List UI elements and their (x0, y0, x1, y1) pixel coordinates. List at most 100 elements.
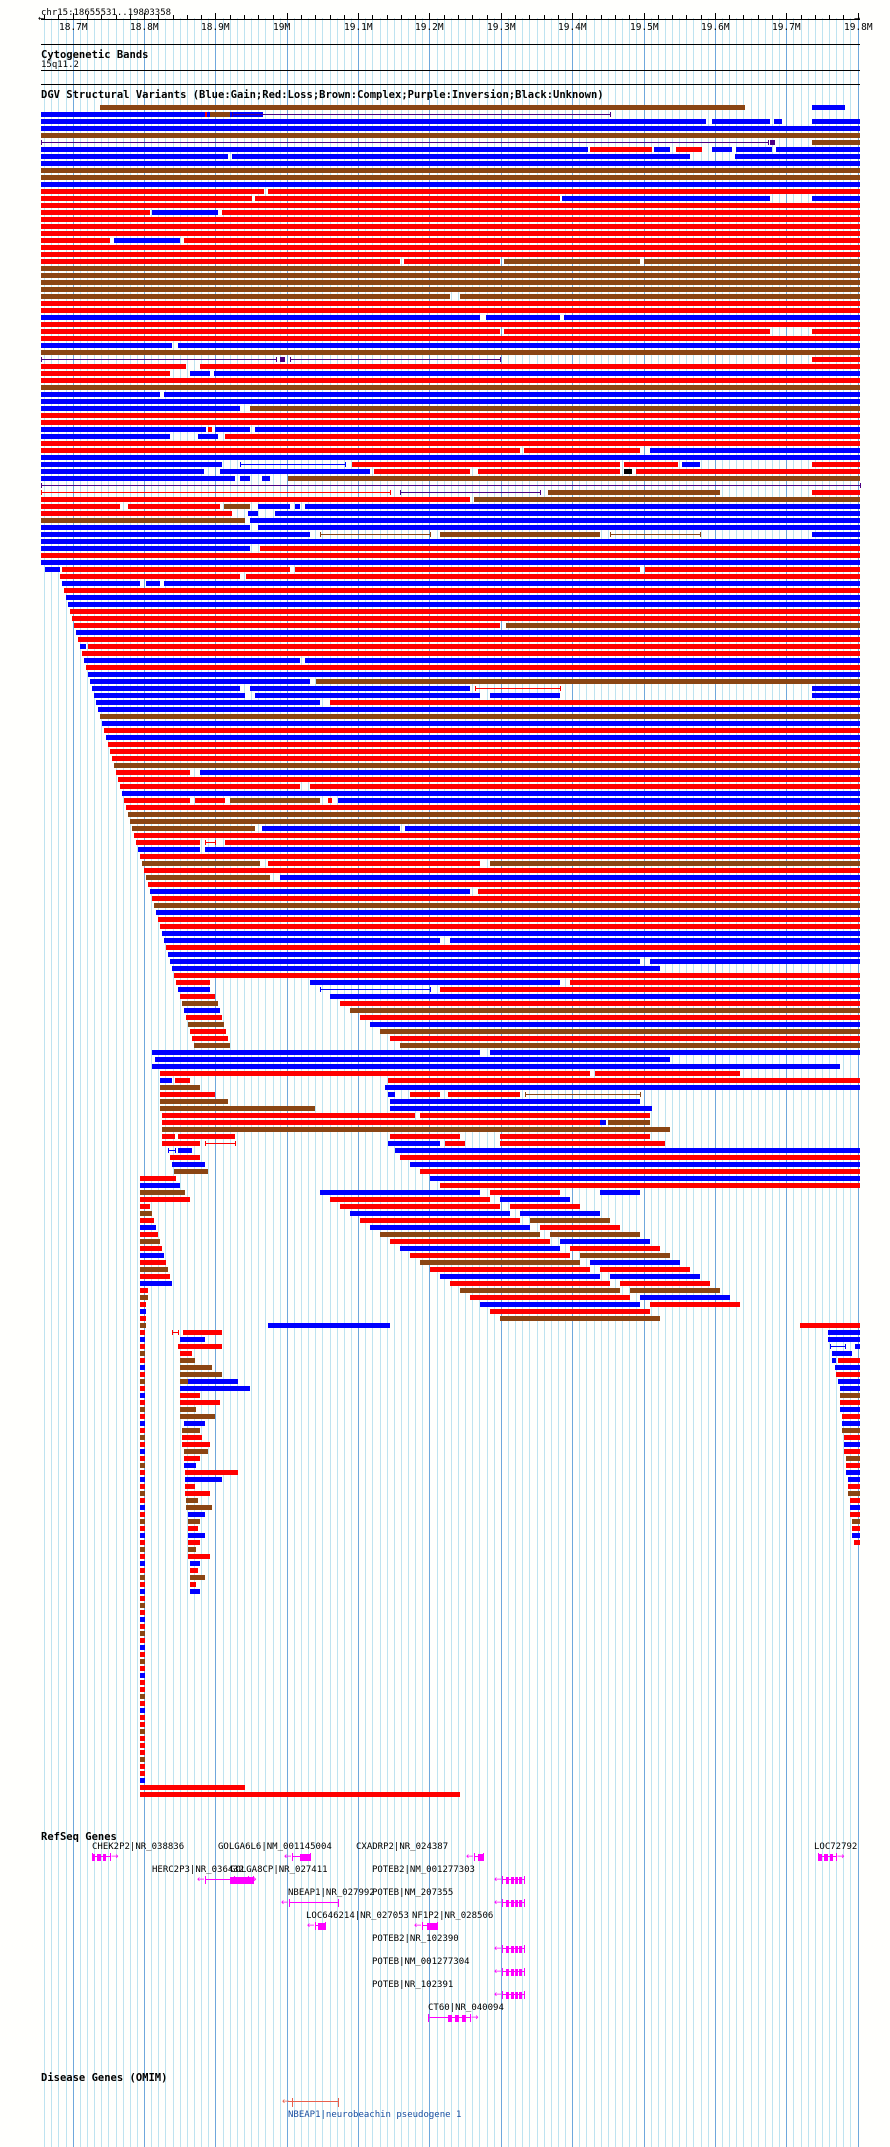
dgv-variant-bar[interactable] (114, 763, 860, 768)
dgv-variant-bar[interactable] (178, 987, 210, 992)
dgv-variant-bar[interactable] (828, 1330, 860, 1335)
dgv-variant-bar[interactable] (280, 875, 860, 880)
dgv-variant-bar[interactable] (146, 875, 270, 880)
dgv-variant-bar[interactable] (140, 1687, 145, 1692)
dgv-variant-bar[interactable] (41, 476, 235, 481)
dgv-variant-bar[interactable] (852, 1533, 860, 1538)
refseq-gene-exon[interactable] (103, 1854, 106, 1861)
dgv-variant-bar[interactable] (194, 1043, 230, 1048)
dgv-variant-bar[interactable] (180, 1400, 220, 1405)
dgv-variant-bar[interactable] (350, 1008, 860, 1013)
dgv-variant-bar[interactable] (116, 770, 190, 775)
dgv-variant-bar[interactable] (162, 1141, 200, 1146)
dgv-variant-bar[interactable] (848, 1477, 860, 1482)
dgv-variant-bar[interactable] (280, 357, 285, 362)
dgv-variant-bar[interactable] (215, 427, 250, 432)
dgv-variant-bar[interactable] (140, 1323, 146, 1328)
dgv-variant-bar[interactable] (490, 693, 560, 698)
refseq-gene-label[interactable]: CXADRP2|NR_024387 (356, 1842, 449, 1852)
dgv-variant-bar[interactable] (140, 1421, 145, 1426)
dgv-variant-bar[interactable] (650, 448, 860, 453)
dgv-variant-bar[interactable] (100, 105, 745, 110)
dgv-variant-bar[interactable] (220, 469, 370, 474)
dgv-variant-bar[interactable] (114, 238, 180, 243)
dgv-variant-bar[interactable] (160, 1092, 215, 1097)
refseq-gene-label[interactable]: NF1P2|NR_028506 (412, 1911, 494, 1921)
dgv-variant-bar[interactable] (186, 1505, 212, 1510)
dgv-variant-bar[interactable] (158, 917, 860, 922)
dgv-variant-bar[interactable] (140, 1456, 145, 1461)
dgv-variant-bar[interactable] (186, 1498, 198, 1503)
refseq-gene-exon[interactable] (506, 1900, 509, 1907)
dgv-variant-bar[interactable] (140, 1281, 172, 1286)
dgv-variant-bar[interactable] (548, 490, 720, 495)
dgv-variant-bar[interactable] (500, 1316, 660, 1321)
dgv-variant-bar[interactable] (208, 427, 212, 432)
dgv-variant-bar[interactable] (180, 1414, 215, 1419)
dgv-variant-bar[interactable] (385, 1085, 860, 1090)
dgv-variant-bar[interactable] (41, 546, 250, 551)
dgv-variant-bar[interactable] (224, 504, 250, 509)
refseq-gene-exon[interactable] (824, 1854, 828, 1861)
dgv-variant-bar[interactable] (140, 1197, 190, 1202)
dgv-variant-bar[interactable] (374, 469, 470, 474)
dgv-variant-bar[interactable] (41, 469, 204, 474)
dgv-variant-bar[interactable] (134, 833, 860, 838)
dgv-variant-bar[interactable] (41, 448, 520, 453)
dgv-variant-bar[interactable] (41, 441, 860, 446)
dgv-variant-bar[interactable] (140, 1414, 145, 1419)
refseq-gene-exon[interactable] (515, 1877, 518, 1884)
dgv-variant-bar[interactable] (140, 1589, 145, 1594)
dgv-variant-bar[interactable] (128, 504, 220, 509)
dgv-variant-bar[interactable] (140, 1302, 146, 1307)
dgv-variant-bar[interactable] (440, 1274, 600, 1279)
dgv-variant-bar[interactable] (154, 903, 860, 908)
dgv-variant-bar[interactable] (654, 147, 670, 152)
dgv-variant-bar[interactable] (140, 1757, 145, 1762)
dgv-variant-bar[interactable] (184, 1456, 200, 1461)
dgv-variant-bar[interactable] (850, 1498, 860, 1503)
dgv-variant-bar[interactable] (295, 504, 300, 509)
dgv-variant-bar[interactable] (844, 1435, 860, 1440)
dgv-variant-bar[interactable] (844, 1449, 860, 1454)
dgv-variant-span[interactable] (290, 359, 500, 360)
dgv-variant-bar[interactable] (41, 252, 860, 257)
dgv-variant-bar[interactable] (140, 1547, 145, 1552)
dgv-variant-bar[interactable] (478, 469, 620, 474)
dgv-variant-bar[interactable] (160, 1099, 228, 1104)
dgv-variant-bar[interactable] (140, 1771, 145, 1776)
dgv-variant-bar[interactable] (400, 1155, 860, 1160)
dgv-variant-bar[interactable] (41, 462, 222, 467)
dgv-variant-bar[interactable] (570, 1246, 660, 1251)
dgv-variant-bar[interactable] (140, 1554, 145, 1559)
dgv-variant-bar[interactable] (98, 707, 860, 712)
dgv-variant-bar[interactable] (118, 777, 860, 782)
dgv-variant-bar[interactable] (250, 518, 860, 523)
dgv-variant-bar[interactable] (41, 553, 860, 558)
refseq-gene-label[interactable]: POTEB|NM_207355 (372, 1888, 454, 1898)
refseq-gene-exon[interactable] (97, 1854, 101, 1861)
dgv-variant-bar[interactable] (96, 700, 320, 705)
refseq-gene-exon[interactable] (818, 1854, 822, 1861)
dgv-variant-bar[interactable] (186, 1015, 222, 1020)
dgv-variant-bar[interactable] (152, 210, 218, 215)
dgv-variant-bar[interactable] (380, 1232, 540, 1237)
dgv-variant-bar[interactable] (162, 1134, 175, 1139)
refseq-gene-exon[interactable] (506, 1969, 509, 1976)
dgv-variant-bar[interactable] (41, 119, 706, 124)
dgv-variant-bar[interactable] (258, 504, 290, 509)
dgv-variant-bar[interactable] (474, 497, 860, 502)
dgv-variant-bar[interactable] (390, 1099, 640, 1104)
dgv-variant-bar[interactable] (840, 1393, 860, 1398)
dgv-variant-bar[interactable] (140, 1645, 145, 1650)
dgv-variant-bar[interactable] (140, 1659, 145, 1664)
dgv-variant-bar[interactable] (682, 462, 700, 467)
dgv-variant-bar[interactable] (255, 693, 480, 698)
refseq-gene-label[interactable]: NBEAP1|NR_027992 (288, 1888, 375, 1898)
dgv-variant-bar[interactable] (190, 1582, 196, 1587)
dgv-variant-bar[interactable] (41, 133, 860, 138)
dgv-variant-bar[interactable] (82, 651, 860, 656)
dgv-variant-bar[interactable] (506, 623, 860, 628)
dgv-variant-bar[interactable] (142, 861, 260, 866)
dgv-variant-bar[interactable] (88, 672, 860, 677)
